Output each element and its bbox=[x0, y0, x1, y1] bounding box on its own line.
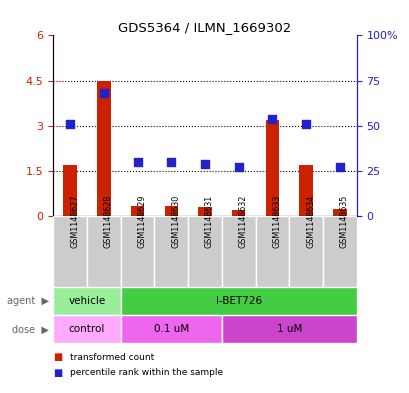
Text: GSM1148632: GSM1148632 bbox=[238, 195, 247, 248]
Bar bbox=[53, 216, 87, 287]
Text: transformed count: transformed count bbox=[70, 353, 153, 362]
Bar bbox=[265, 120, 279, 216]
Point bbox=[100, 90, 107, 96]
Text: GSM1148635: GSM1148635 bbox=[339, 195, 348, 248]
Bar bbox=[221, 315, 356, 343]
Text: agent  ▶: agent ▶ bbox=[7, 296, 49, 306]
Bar bbox=[299, 165, 312, 216]
Text: GSM1148630: GSM1148630 bbox=[171, 195, 180, 248]
Text: vehicle: vehicle bbox=[68, 296, 106, 306]
Bar bbox=[289, 216, 322, 287]
Text: ■: ■ bbox=[53, 352, 63, 362]
Bar bbox=[120, 287, 356, 315]
Text: ■: ■ bbox=[53, 368, 63, 378]
Point bbox=[168, 159, 174, 165]
Text: GSM1148628: GSM1148628 bbox=[103, 195, 112, 248]
Bar bbox=[63, 165, 77, 216]
Text: GSM1148633: GSM1148633 bbox=[272, 195, 281, 248]
Bar bbox=[332, 209, 346, 216]
Bar bbox=[120, 216, 154, 287]
Text: control: control bbox=[69, 324, 105, 334]
Point bbox=[134, 159, 141, 165]
Bar bbox=[53, 315, 120, 343]
Bar bbox=[154, 216, 188, 287]
Bar bbox=[53, 287, 120, 315]
Text: 1 uM: 1 uM bbox=[276, 324, 301, 334]
Bar bbox=[255, 216, 289, 287]
Point bbox=[302, 121, 309, 127]
Text: 0.1 uM: 0.1 uM bbox=[153, 324, 189, 334]
Text: GSM1148631: GSM1148631 bbox=[204, 195, 213, 248]
Bar bbox=[231, 209, 245, 216]
Point bbox=[235, 164, 241, 171]
Bar bbox=[130, 206, 144, 216]
Bar bbox=[188, 216, 221, 287]
Bar bbox=[97, 81, 110, 216]
Text: GSM1148629: GSM1148629 bbox=[137, 195, 146, 248]
Bar bbox=[221, 216, 255, 287]
Bar bbox=[120, 315, 221, 343]
Point bbox=[201, 161, 208, 167]
Text: GSM1148627: GSM1148627 bbox=[70, 195, 79, 248]
Point bbox=[268, 116, 275, 122]
Point bbox=[67, 121, 73, 127]
Title: GDS5364 / ILMN_1669302: GDS5364 / ILMN_1669302 bbox=[118, 21, 291, 34]
Text: GSM1148634: GSM1148634 bbox=[306, 195, 315, 248]
Bar bbox=[198, 206, 211, 216]
Text: percentile rank within the sample: percentile rank within the sample bbox=[70, 369, 222, 377]
Bar bbox=[87, 216, 120, 287]
Text: dose  ▶: dose ▶ bbox=[12, 324, 49, 334]
Text: I-BET726: I-BET726 bbox=[215, 296, 261, 306]
Bar bbox=[322, 216, 356, 287]
Point bbox=[336, 164, 342, 171]
Bar bbox=[164, 206, 178, 216]
